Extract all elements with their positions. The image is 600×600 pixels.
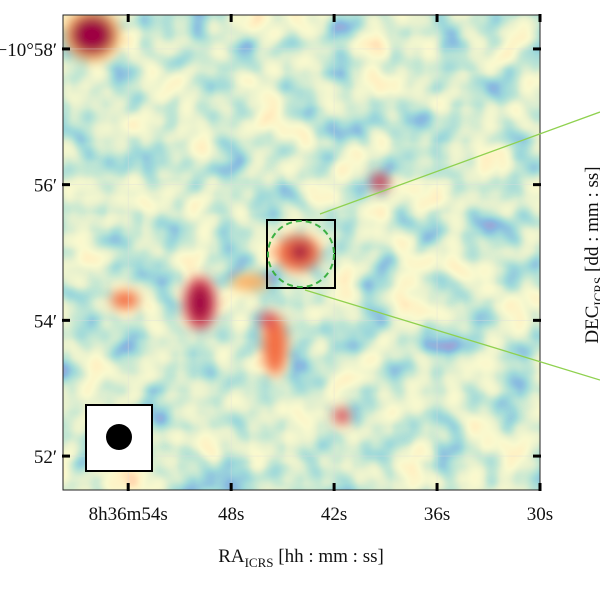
x-tick-label: 30s — [527, 504, 553, 525]
hot-spots — [64, 15, 389, 424]
y-tick-label: 56′ — [34, 176, 57, 197]
x-tick-label: 48s — [218, 504, 244, 525]
aperture — [267, 220, 335, 288]
grid — [63, 15, 541, 490]
x-tick-label: 36s — [424, 504, 450, 525]
y-tick-label: 54′ — [34, 311, 57, 332]
y-axis-label: DECICRS [dd : mm : ss] — [582, 166, 600, 343]
beam — [106, 424, 132, 450]
x-tick-label: 8h36m54s — [89, 504, 168, 525]
zoom-line — [304, 289, 600, 381]
x-axis-label: RAICRS [hh : mm : ss] — [218, 546, 384, 570]
plot-frame — [62, 14, 541, 491]
y-tick-label: −10°58′ — [0, 40, 57, 61]
y-tick-label: 52′ — [34, 447, 57, 468]
zoom-line — [319, 111, 600, 215]
x-tick-label: 42s — [321, 504, 347, 525]
